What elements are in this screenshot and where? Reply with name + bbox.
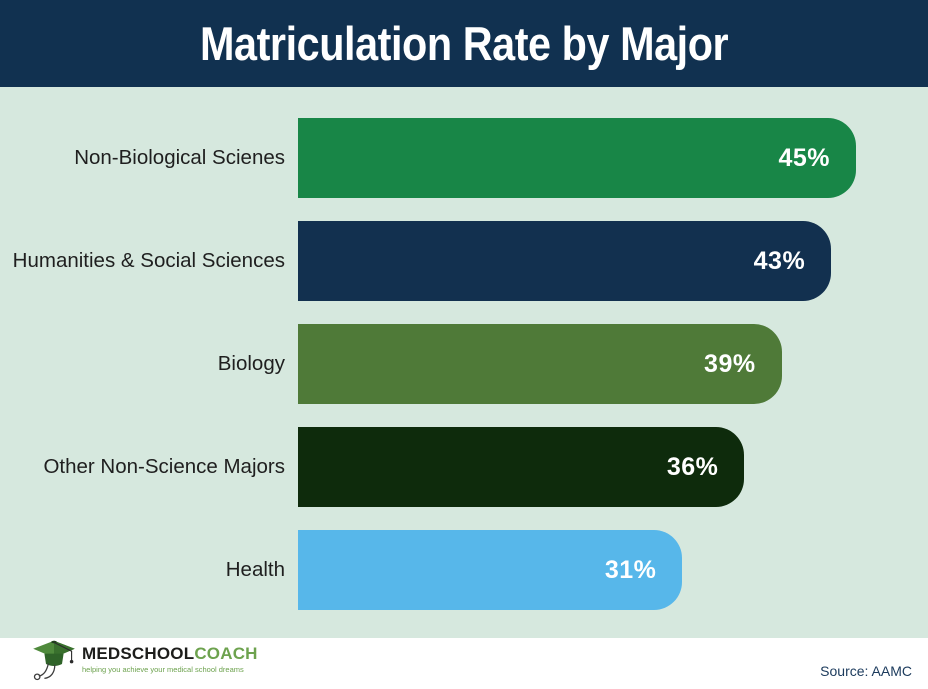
bar: 36% [298,427,745,507]
bar-row: Non-Biological Scienes 45% [0,118,928,198]
bar: 45% [298,118,856,198]
bar-label: Humanities & Social Sciences [12,249,285,273]
footer: MEDSCHOOLCOACH helping you achieve your … [0,638,928,682]
logo-tagline: helping you achieve your medical school … [82,665,244,674]
bar-value: 39% [704,349,756,378]
bar-chart: Non-Biological Scienes 45% Humanities & … [0,87,928,638]
logo-text-primary: MEDSCHOOL [82,644,195,663]
bar-label: Biology [217,352,285,376]
bar-value: 43% [753,246,806,275]
bar-label: Non-Biological Scienes [74,146,285,170]
title-bar: Matriculation Rate by Major [0,0,928,87]
bar-row: Biology 39% [0,324,928,404]
bar-row: Health 31% [0,530,928,610]
logo-text-secondary: COACH [194,644,258,663]
bar: 43% [298,221,832,301]
bar-label: Other Non-Science Majors [43,455,285,479]
bar-value: 45% [778,143,830,172]
bar-row: Humanities & Social Sciences 43% [0,221,928,301]
bar: 39% [298,324,782,404]
medschoolcoach-logo: MEDSCHOOLCOACH helping you achieve your … [30,636,258,684]
logo-text: MEDSCHOOLCOACH helping you achieve your … [82,645,258,674]
bar: 31% [298,530,683,610]
bar-label: Health [225,558,285,582]
bar-value: 31% [604,555,657,584]
bar-row: Other Non-Science Majors 36% [0,427,928,507]
graduation-cap-stethoscope-icon [30,636,78,684]
chart-title: Matriculation Rate by Major [199,17,729,70]
source-note: Source: AAMC [820,663,912,679]
bar-value: 36% [666,452,719,481]
